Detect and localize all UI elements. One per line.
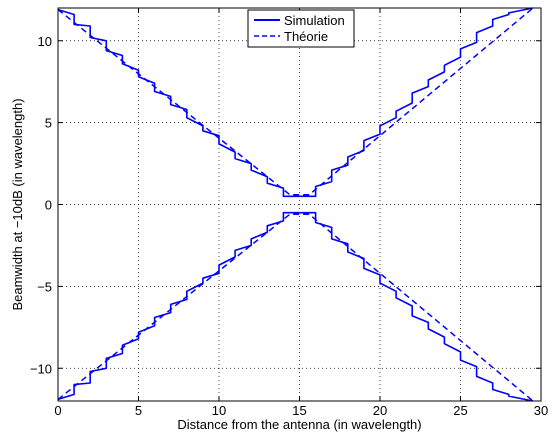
x-tick-label: 0 [54,403,61,418]
series-line-theorie-lower [57,213,534,402]
series-line-simulation-upper [57,7,534,198]
series-lines [57,7,534,402]
x-tick-label: 30 [534,403,548,418]
series-line-theorie-upper [57,7,534,196]
legend-box [247,9,355,48]
axis-ticks: 0 5 10 15 20 25 30 −10 −5 0 5 10 [30,8,548,418]
y-axis-label: Beamwidth at −10dB (in wavelength) [10,98,25,310]
x-tick-label: 25 [453,403,467,418]
legend: Simulation Théorie [247,9,355,48]
y-tick-label: 0 [45,198,52,213]
legend-label-theorie: Théorie [284,29,328,44]
y-tick-label: −10 [30,361,52,376]
x-axis-label: Distance from the antenna (in wavelength… [177,417,421,432]
x-tick-label: 10 [212,403,226,418]
y-tick-label: −5 [37,279,52,294]
y-tick-label: 5 [45,116,52,131]
x-tick-label: 15 [292,403,306,418]
x-tick-label: 20 [373,403,387,418]
grid-lines [58,8,541,401]
legend-label-simulation: Simulation [284,13,345,28]
x-tick-label: 5 [135,403,142,418]
y-tick-label: 10 [38,34,52,49]
series-line-simulation-lower [57,211,534,402]
